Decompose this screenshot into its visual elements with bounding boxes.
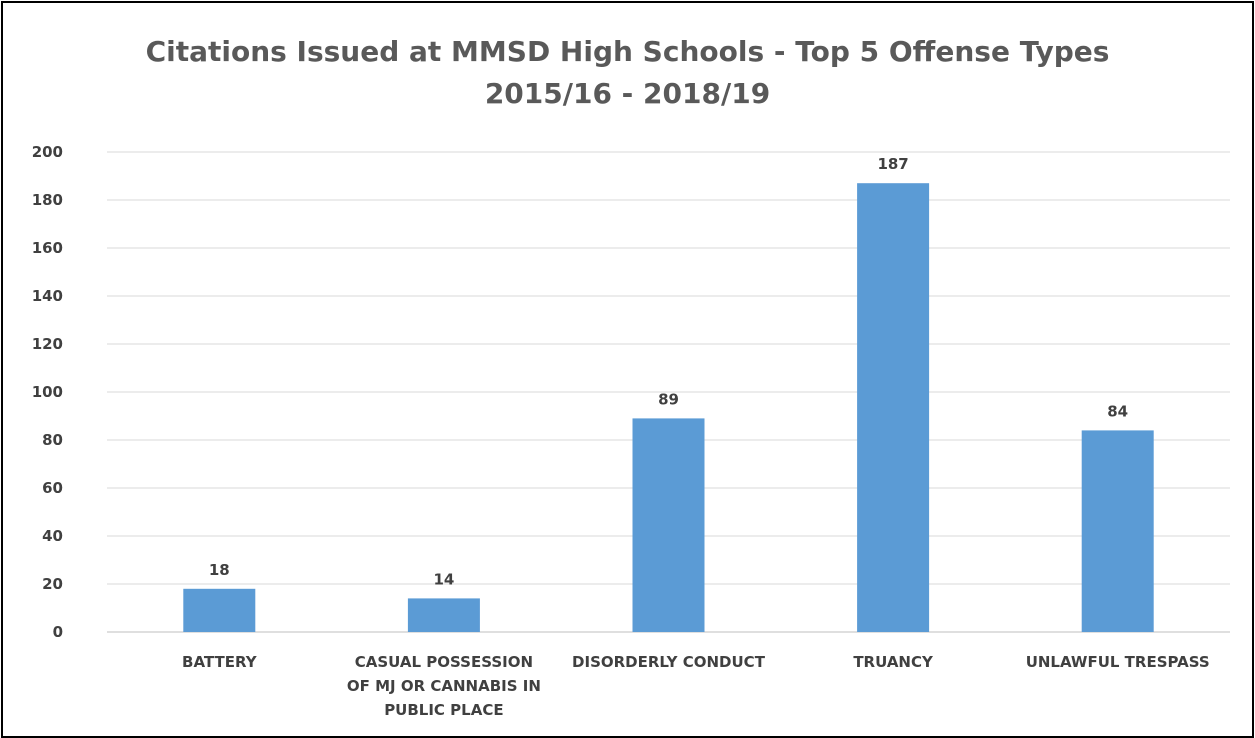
y-tick-label: 0 bbox=[53, 623, 63, 641]
y-tick-label: 100 bbox=[32, 383, 63, 401]
bar bbox=[1081, 430, 1154, 632]
y-tick-label: 160 bbox=[32, 239, 63, 257]
category-label: CASUAL POSSESSION OF MJ OR CANNABIS IN P… bbox=[346, 653, 541, 719]
y-tick-label: 180 bbox=[32, 191, 63, 209]
y-tick-label: 140 bbox=[32, 287, 63, 305]
bar bbox=[632, 418, 705, 632]
y-tick-label: 60 bbox=[42, 479, 63, 497]
bar bbox=[407, 598, 480, 632]
data-label: 18 bbox=[209, 561, 230, 579]
category-label: BATTERY bbox=[182, 653, 257, 671]
bar-chart-plot: 0 20 40 60 80 100 120 140 160 180 200 18 14 89 187 84 bbox=[32, 143, 1230, 641]
chart-title: Citations Issued at MMSD High Schools - … bbox=[145, 35, 1110, 68]
data-label: 84 bbox=[1107, 402, 1128, 420]
chart-title-block: Citations Issued at MMSD High Schools - … bbox=[3, 31, 1252, 115]
bar bbox=[857, 183, 930, 632]
bar bbox=[183, 588, 256, 632]
data-label: 187 bbox=[877, 155, 908, 173]
chart-subtitle: 2015/16 - 2018/19 bbox=[484, 77, 771, 110]
y-tick-label: 200 bbox=[32, 143, 63, 161]
y-tick-label: 120 bbox=[32, 335, 63, 353]
y-tick-label: 40 bbox=[42, 527, 63, 545]
category-label: UNLAWFUL TRESPASS bbox=[1025, 653, 1210, 671]
category-label: TRUANCY bbox=[853, 653, 933, 671]
data-label: 14 bbox=[433, 570, 454, 588]
data-label: 89 bbox=[658, 390, 679, 408]
category-label: DISORDERLY CONDUCT bbox=[572, 653, 765, 671]
y-tick-label: 20 bbox=[42, 575, 63, 593]
y-tick-label: 80 bbox=[42, 431, 63, 449]
